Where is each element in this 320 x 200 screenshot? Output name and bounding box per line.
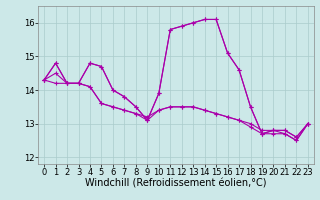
X-axis label: Windchill (Refroidissement éolien,°C): Windchill (Refroidissement éolien,°C) — [85, 179, 267, 189]
